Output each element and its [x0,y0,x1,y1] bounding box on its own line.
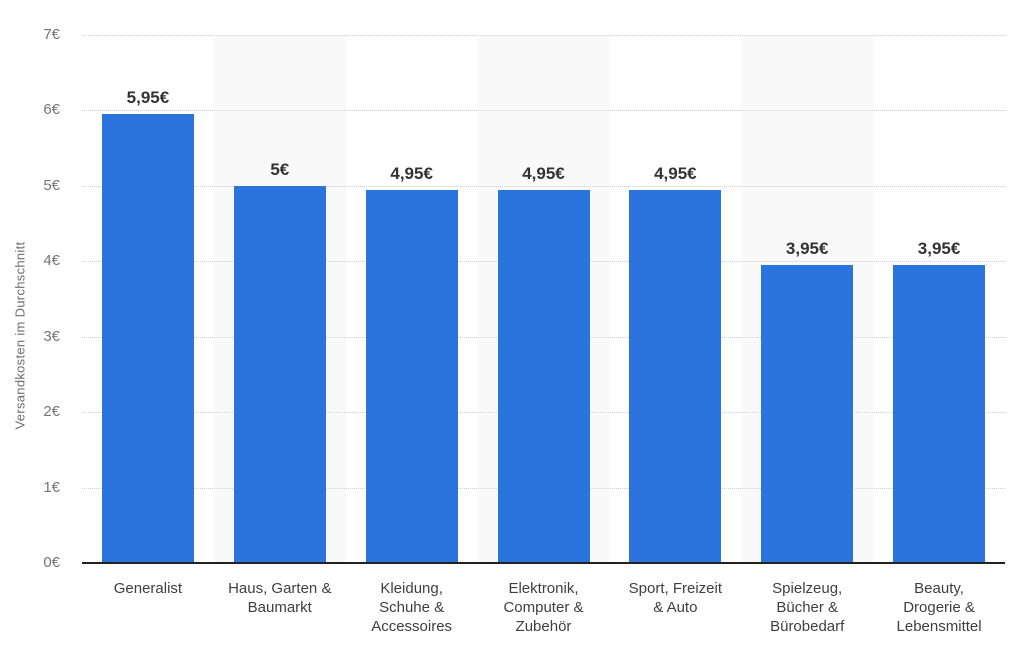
x-category-label: Sport, Freizeit & Auto [628,580,723,616]
x-axis-line [82,562,1005,564]
y-axis-tick-label: 1€ [43,478,60,496]
y-axis-tick-label: 5€ [43,176,60,194]
bar-7 [893,265,986,562]
y-axis-tick-label: 2€ [43,403,60,421]
bar-value-label: 3,95€ [785,239,829,259]
bar-value-label: 4,95€ [654,163,697,183]
x-category-label: Haus, Garten & Baumarkt [228,580,332,616]
x-category-label: Kleidung, Schuhe & Accessoires [371,580,453,635]
y-axis-tick-label: 6€ [43,101,60,119]
y-axis-tick-label: 0€ [43,554,60,571]
bar-1 [101,114,194,562]
bar-value-label: 3,95€ [917,239,961,259]
bar-value-label: 4,95€ [390,163,433,183]
bar-value-label: 5€ [270,159,290,179]
x-category-label: Elektronik, Computer & Zubehör [503,580,584,635]
bar-value-label: 4,95€ [522,163,565,183]
bar-2 [233,185,326,562]
gridline [82,110,1005,112]
gridline [82,185,1005,187]
y-axis-tick-label: 3€ [43,327,60,345]
bar-3 [365,189,458,562]
y-axis-tick-label: 7€ [43,26,60,43]
x-category-label: Generalist [113,580,183,597]
bar-5 [629,189,722,562]
x-category-label: Spielzeug, Bücher & Bürobedarf [770,580,845,635]
bar-6 [761,265,854,562]
bar-4 [497,189,590,562]
bar-value-label: 5,95€ [126,88,170,108]
y-axis-tick-label: 4€ [43,252,60,270]
gridline [82,35,1005,36]
x-category-label: Beauty, Drogerie & Lebensmittel [896,580,982,635]
